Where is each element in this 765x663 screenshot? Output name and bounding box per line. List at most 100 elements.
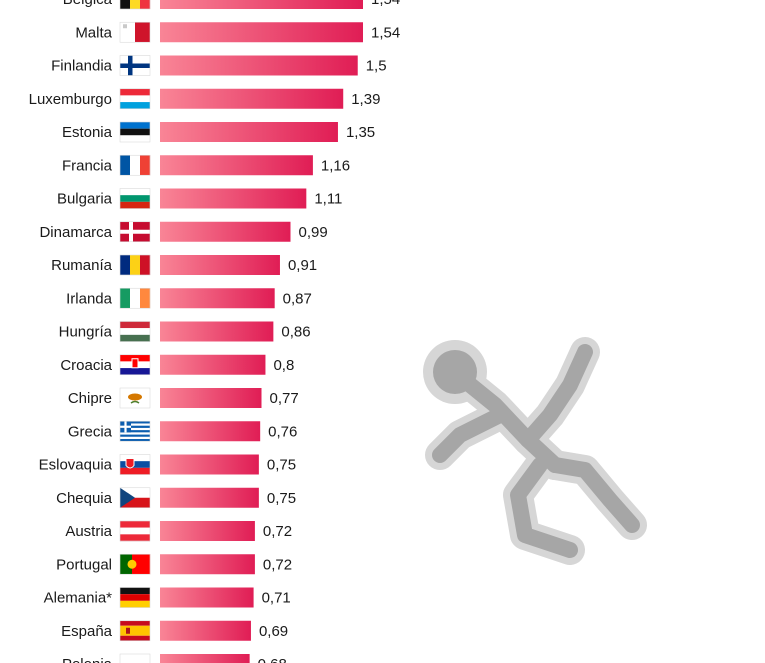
value-label: 1,16 bbox=[321, 157, 350, 174]
bar-row: España 0,69 bbox=[61, 620, 288, 642]
category-label: Chipre bbox=[68, 390, 112, 407]
category-label: Rumanía bbox=[51, 257, 113, 274]
croatia-flag-icon bbox=[119, 354, 151, 376]
category-label: Malta bbox=[75, 24, 112, 41]
category-label: Bulgaria bbox=[57, 191, 113, 208]
denmark-flag-icon bbox=[119, 221, 151, 243]
bar-row: Polonia 0,68 bbox=[62, 653, 287, 663]
body-outline-icon bbox=[423, 337, 647, 565]
bar bbox=[160, 55, 358, 76]
bar bbox=[160, 587, 254, 608]
bar-row: Eslovaquia 0,75 bbox=[39, 454, 296, 475]
bar-row: Finlandia 1,5 bbox=[51, 55, 387, 76]
value-label: 1,54 bbox=[371, 24, 400, 41]
portugal-flag-icon bbox=[119, 553, 151, 575]
category-label: Croacia bbox=[60, 357, 112, 374]
bar-row: Hungría 0,86 bbox=[59, 321, 311, 342]
value-label: 1,54 bbox=[371, 0, 400, 8]
bar bbox=[160, 321, 274, 342]
bar-row: Grecia 0,76 bbox=[68, 420, 297, 442]
bar bbox=[160, 288, 275, 309]
bar-row: Chipre 0,77 bbox=[68, 387, 299, 409]
bar bbox=[160, 554, 255, 575]
value-label: 0,71 bbox=[262, 590, 291, 607]
value-label: 1,11 bbox=[314, 191, 342, 208]
category-label: Finlandia bbox=[51, 58, 113, 75]
bar bbox=[160, 88, 344, 109]
bar-row: Dinamarca 0,99 bbox=[39, 221, 328, 243]
category-label: Portugal bbox=[56, 556, 112, 573]
category-label: Bélgica bbox=[63, 0, 113, 8]
category-label: Hungría bbox=[59, 324, 113, 341]
value-label: 1,5 bbox=[366, 58, 387, 75]
bar bbox=[160, 487, 259, 508]
luxembourg-flag-icon bbox=[119, 88, 151, 110]
value-label: 0,77 bbox=[270, 390, 299, 407]
category-label: Estonia bbox=[62, 124, 113, 141]
value-label: 0,72 bbox=[263, 556, 292, 573]
category-label: Dinamarca bbox=[39, 224, 112, 241]
greece-flag-icon bbox=[119, 420, 151, 442]
germany-flag-icon bbox=[119, 587, 151, 608]
bar-row: Francia 1,16 bbox=[62, 154, 350, 176]
value-label: 0,69 bbox=[259, 623, 288, 640]
bar-row: Bulgaria 1,11 bbox=[57, 188, 342, 209]
romania-flag-icon bbox=[119, 254, 151, 276]
category-label: Austria bbox=[65, 523, 112, 540]
category-label: Chequia bbox=[56, 490, 113, 507]
bar-row: Rumanía 0,91 bbox=[51, 254, 317, 276]
bar bbox=[160, 620, 251, 641]
bar bbox=[160, 22, 363, 43]
category-label: Eslovaquia bbox=[39, 457, 113, 474]
bar bbox=[160, 188, 307, 209]
bar bbox=[160, 221, 291, 242]
poland-flag-icon bbox=[119, 653, 151, 663]
bar-row: Croacia 0,8 bbox=[60, 354, 294, 376]
category-label: Francia bbox=[62, 157, 113, 174]
value-label: 0,75 bbox=[267, 490, 296, 507]
belgium-flag-icon bbox=[119, 0, 151, 10]
bulgaria-flag-icon bbox=[119, 188, 151, 209]
category-label: Grecia bbox=[68, 423, 113, 440]
bar-row: Alemania* 0,71 bbox=[44, 587, 291, 608]
bar bbox=[160, 454, 259, 475]
bar bbox=[160, 421, 261, 442]
bar bbox=[160, 155, 313, 176]
bar-row: Chequia 0,75 bbox=[56, 487, 296, 509]
category-label: Alemania* bbox=[44, 590, 113, 607]
bar-row: Austria 0,72 bbox=[65, 520, 292, 542]
hungary-flag-icon bbox=[119, 321, 151, 342]
bar bbox=[160, 521, 255, 541]
value-label: 0,76 bbox=[268, 423, 297, 440]
bar-row: Luxemburgo 1,39 bbox=[29, 88, 380, 110]
bar-row: Malta 1,54 bbox=[75, 21, 400, 43]
bar bbox=[160, 0, 363, 9]
czechia-flag-icon bbox=[119, 487, 151, 509]
value-label: 0,68 bbox=[258, 656, 287, 663]
bar-row: Portugal 0,72 bbox=[56, 553, 292, 575]
cyprus-flag-icon bbox=[119, 387, 151, 409]
value-label: 0,99 bbox=[299, 224, 328, 241]
value-label: 0,75 bbox=[267, 457, 296, 474]
value-label: 0,8 bbox=[273, 357, 294, 374]
austria-flag-icon bbox=[119, 520, 151, 542]
value-label: 1,35 bbox=[346, 124, 375, 141]
slovakia-flag-icon bbox=[119, 454, 151, 475]
category-label: España bbox=[61, 623, 113, 640]
bar bbox=[160, 388, 262, 408]
estonia-flag-icon bbox=[119, 121, 151, 143]
value-label: 1,39 bbox=[351, 91, 380, 108]
bar bbox=[160, 122, 338, 142]
value-label: 0,91 bbox=[288, 257, 317, 274]
value-label: 0,72 bbox=[263, 523, 292, 540]
finland-flag-icon bbox=[119, 55, 151, 76]
malta-flag-icon bbox=[119, 21, 151, 43]
bar-row: Bélgica 1,54 bbox=[63, 0, 400, 10]
category-label: Polonia bbox=[62, 656, 113, 663]
ireland-flag-icon bbox=[119, 287, 151, 309]
bar bbox=[160, 255, 280, 275]
value-label: 0,87 bbox=[283, 290, 312, 307]
category-label: Irlanda bbox=[66, 290, 113, 307]
bar-row: Irlanda 0,87 bbox=[66, 287, 312, 309]
